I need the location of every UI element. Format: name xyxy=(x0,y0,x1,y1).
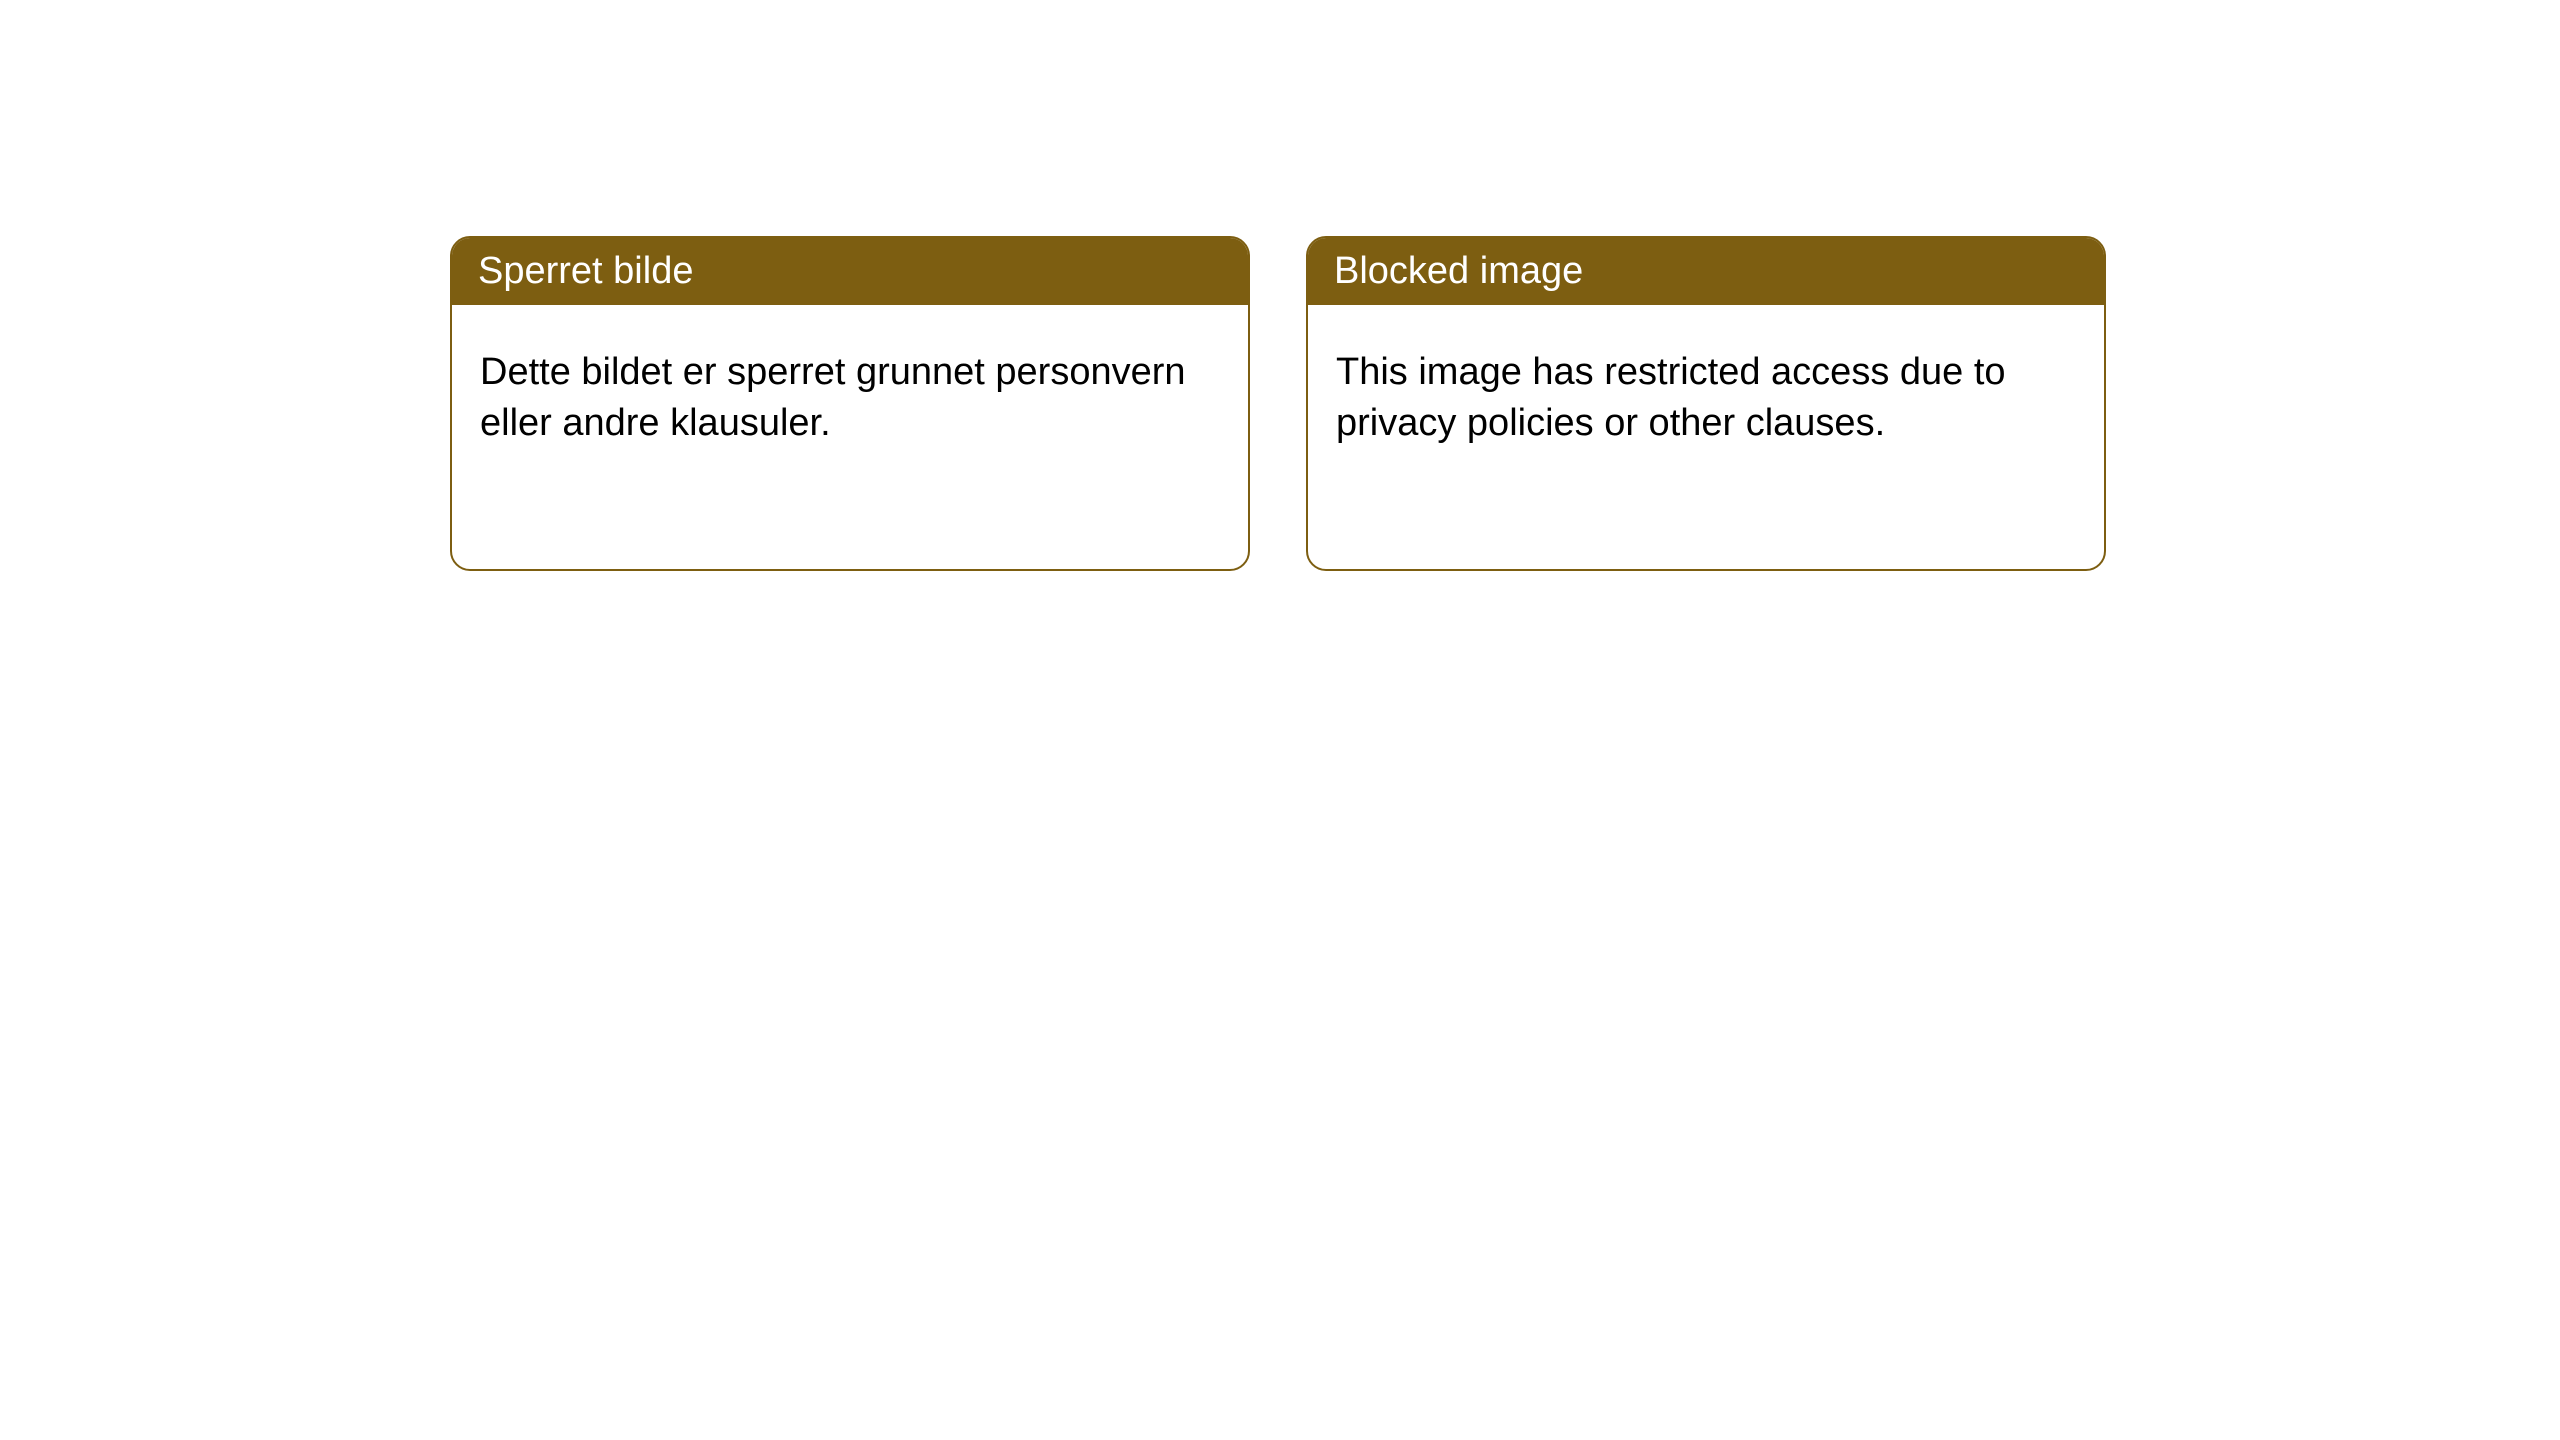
card-title: Sperret bilde xyxy=(478,250,693,292)
card-header: Blocked image xyxy=(1308,238,2104,305)
card-body-text: This image has restricted access due to … xyxy=(1336,351,2006,444)
notice-container: Sperret bilde Dette bildet er sperret gr… xyxy=(0,0,2560,571)
card-title: Blocked image xyxy=(1334,250,1583,292)
card-body: Dette bildet er sperret grunnet personve… xyxy=(452,305,1248,492)
notice-card-english: Blocked image This image has restricted … xyxy=(1306,236,2106,571)
card-header: Sperret bilde xyxy=(452,238,1248,305)
card-body-text: Dette bildet er sperret grunnet personve… xyxy=(480,351,1186,444)
notice-card-norwegian: Sperret bilde Dette bildet er sperret gr… xyxy=(450,236,1250,571)
card-body: This image has restricted access due to … xyxy=(1308,305,2104,492)
